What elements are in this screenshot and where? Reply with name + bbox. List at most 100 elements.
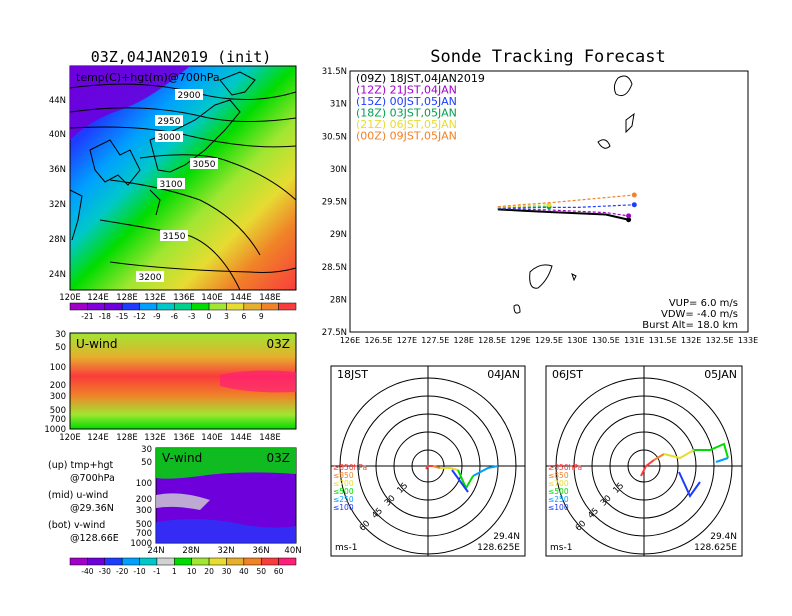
contour-label: 2950 [158,117,181,127]
track-lines [497,192,637,223]
colorbar-swatch [278,302,297,311]
track-series-line [497,206,550,209]
lon-tick-label: 127.5E [421,336,449,345]
u-wind-title: U-wind [76,337,117,351]
note-bot2: @128.66E [70,533,119,544]
contour-labels: 2900 2950 3000 3050 3100 3150 3200 [136,89,218,283]
track-end-point [631,202,637,208]
track-title: Sonde Tracking Forecast [430,47,665,67]
colorbar-label: 30 [222,567,232,576]
lat-tick-label: 30.5N [322,132,347,142]
hodograph-trace [425,465,433,470]
lon-tick-label: 129E [510,336,530,345]
colorbar-swatch [226,557,245,566]
colorbar-swatch [208,557,227,566]
hodograph-date: 04JAN [487,368,520,381]
pressure-label: 300 [136,506,152,516]
colorbar-swatch [69,557,88,566]
hodograph-trace [678,471,701,498]
lon-tick-label: 126E [340,336,360,345]
note-up2: @700hPa [70,473,115,484]
v-wind-gray [156,493,210,510]
track-ticks: 31.5N31N30.5N30N29.5N29N28.5N28N27.5N126… [322,67,758,345]
pressure-label: 100 [136,479,152,489]
hodograph-left: 18JST 04JAN29.4N128.625Ems-115304560≥850h… [330,365,526,557]
note-up: (up) tmp+hgt [48,460,114,471]
colorbar-swatch [139,302,158,311]
colorbar-label: 20 [204,567,214,576]
pressure-label: 300 [50,392,66,402]
colorbar-swatch [104,302,123,311]
lon-label: 124E [87,293,109,303]
note-bot: (bot) v-wind [48,520,105,531]
lat-label: 28N [49,235,66,245]
hodograph-level-label: ≤850 [333,471,354,480]
contour-label: 3200 [139,273,162,283]
hodograph-lon: 128.625E [694,543,737,553]
colorbar-swatch [69,302,88,311]
hodograph-trace [432,465,441,469]
temp-map-title: 03Z,04JAN2019 (init) [91,48,272,66]
colorbar-swatch [260,557,279,566]
hodograph-level-label: ≤500 [548,487,569,496]
lat-label: 24N [49,270,66,280]
colorbar-swatch [87,302,106,311]
temp-map-panel: 03Z,04JAN2019 (init) 44N 40N 36N 32N [49,48,297,321]
track-series-line [497,194,635,208]
colorbar-label: 40 [239,567,249,576]
temp-map-subtitle: temp(C)+hgt(m)@700hPa [76,71,220,84]
colorbar-swatch [174,302,192,311]
legend-entry: (15Z) 00JST,05JAN [356,95,457,108]
hodograph-trace [694,442,729,459]
colorbar-label: 1 [172,567,177,576]
hodograph-date: 05JAN [704,368,737,381]
u-wind-time: 03Z [267,337,291,351]
contour-label: 3100 [160,180,183,190]
temp-map-lon-labels: 120E 124E 128E 132E 136E 140E 144E 148E [59,293,281,303]
temp-map-lat-labels: 44N 40N 36N 32N 28N 24N [49,96,66,280]
colorbar-swatch [208,302,227,311]
colorbar-label: 6 [241,312,246,321]
pressure-label: 100 [50,363,66,373]
colorbar-label: -12 [133,312,145,321]
lat-tick-label: 27.5N [322,328,347,338]
colorbar-label: 10 [187,567,197,576]
lon-label: 124E [87,433,109,443]
lat-label: 36N [49,165,66,175]
legend-entry: (21Z) 06JST,05JAN [356,118,457,131]
track-end-point [546,202,552,208]
colorbar-swatch [104,557,123,566]
track-legend: (09Z) 18JST,04JAN2019(12Z) 21JST,04JAN(1… [356,72,485,143]
track-end-point [626,217,632,223]
track-series-line [497,204,635,209]
pressure-label: 500 [136,520,152,530]
lat-label: 40N [284,546,301,556]
colorbar-label: -20 [116,567,128,576]
colorbar-label: -6 [171,312,179,321]
lat-label: 40N [49,130,66,140]
track-end-point [626,213,632,219]
lat-tick-label: 31.5N [322,67,347,77]
track-params: VUP= 6.0 m/s VDW= -4.0 m/s Burst Alt= 18… [642,298,738,331]
pressure-label: 50 [141,458,152,468]
lon-tick-label: 129.5E [535,336,563,345]
param-vdw: VDW= -4.0 m/s [661,309,738,320]
hodograph-trace [663,449,695,460]
colorbar-label: 0 [207,312,212,321]
wind-colorbar: -40 -30 -20 -10 -1 1 10 20 30 40 50 60 [69,557,297,576]
colorbar-label: -15 [116,312,128,321]
lon-tick-label: 132E [681,336,701,345]
hodograph-time: 18JST [337,368,368,381]
lon-tick-label: 128.5E [478,336,506,345]
lat-label: 28N [182,546,199,556]
hodograph-level-label: ≥850hPa [333,463,367,472]
pressure-label: 30 [55,330,66,340]
temp-colorbar: -21 -18 -15 -12 -9 -6 -3 0 3 6 9 [69,302,297,321]
hodograph-level-label: ≤500 [333,487,354,496]
coastlines [69,71,256,241]
islands [513,75,635,314]
lon-label: 128E [116,293,138,303]
lon-tick-label: 130E [567,336,587,345]
v-wind-panel: V-wind 03Z 30 50 100 200 300 500 700 100… [69,445,302,576]
hodograph-right: 06JST 05JAN29.4N128.625Ems-115304560≥850h… [545,365,743,557]
